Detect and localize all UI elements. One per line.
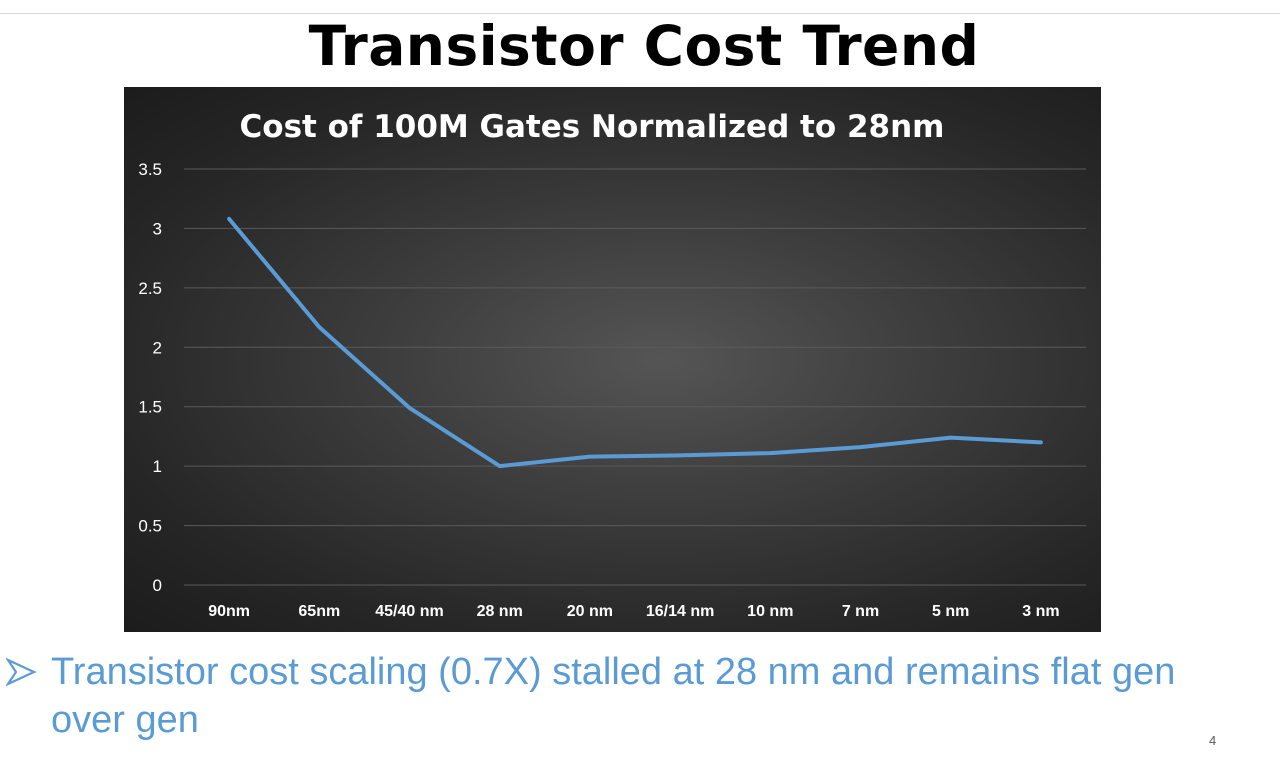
page-number: 4 [1209, 733, 1217, 748]
x-tick-label: 90nm [208, 603, 250, 620]
data-point [227, 217, 231, 221]
x-tick-label: 10 nm [747, 603, 793, 620]
data-point [678, 453, 682, 457]
data-point [859, 445, 862, 449]
y-tick-label: 3.5 [138, 160, 162, 179]
data-point [498, 464, 502, 468]
bullet-text: Transistor cost scaling (0.7X) stalled a… [51, 651, 1176, 741]
chart-title: Cost of 100M Gates Normalized to 28nm [240, 109, 945, 145]
series-group [227, 216, 1043, 469]
x-tick-label: 5 nm [932, 603, 969, 620]
line-chart: Cost of 100M Gates Normalized to 28nm 00… [138, 109, 1086, 620]
y-tick-label: 2.5 [138, 279, 162, 298]
y-tick-label: 3 [153, 219, 162, 238]
data-point [949, 436, 953, 440]
x-tick-label: 7 nm [842, 603, 879, 620]
data-point [317, 325, 321, 329]
data-point [588, 455, 592, 459]
y-tick-label: 0.5 [138, 517, 162, 536]
data-point [768, 451, 772, 455]
x-tick-label: 65nm [298, 603, 340, 620]
x-tick-label: 28 nm [477, 603, 523, 620]
slide-title: Transistor Cost Trend [308, 14, 980, 78]
y-tick-label: 0 [153, 576, 162, 595]
top-divider [0, 13, 1280, 14]
y-tick-label: 2 [153, 338, 162, 357]
series-line [227, 216, 1043, 469]
arrow-bullet-icon [6, 657, 37, 687]
x-axis-ticks: 90nm 65nm 45/40 nm 28 nm 20 nm 16/14 nm 10 nm 7… [208, 603, 1059, 620]
y-tick-label: 1 [153, 457, 162, 476]
data-point [1039, 440, 1043, 444]
y-axis-ticks: 0 0.5 1 1.5 2 2.5 3 3.5 [138, 160, 162, 595]
y-tick-label: 1.5 [138, 398, 162, 417]
x-tick-label: 16/14 nm [646, 603, 714, 620]
x-tick-label: 3 nm [1022, 603, 1059, 620]
data-point [408, 406, 411, 410]
gridlines [184, 168, 1086, 586]
x-tick-label: 45/40 nm [375, 603, 443, 620]
x-tick-label: 20 nm [567, 603, 613, 620]
